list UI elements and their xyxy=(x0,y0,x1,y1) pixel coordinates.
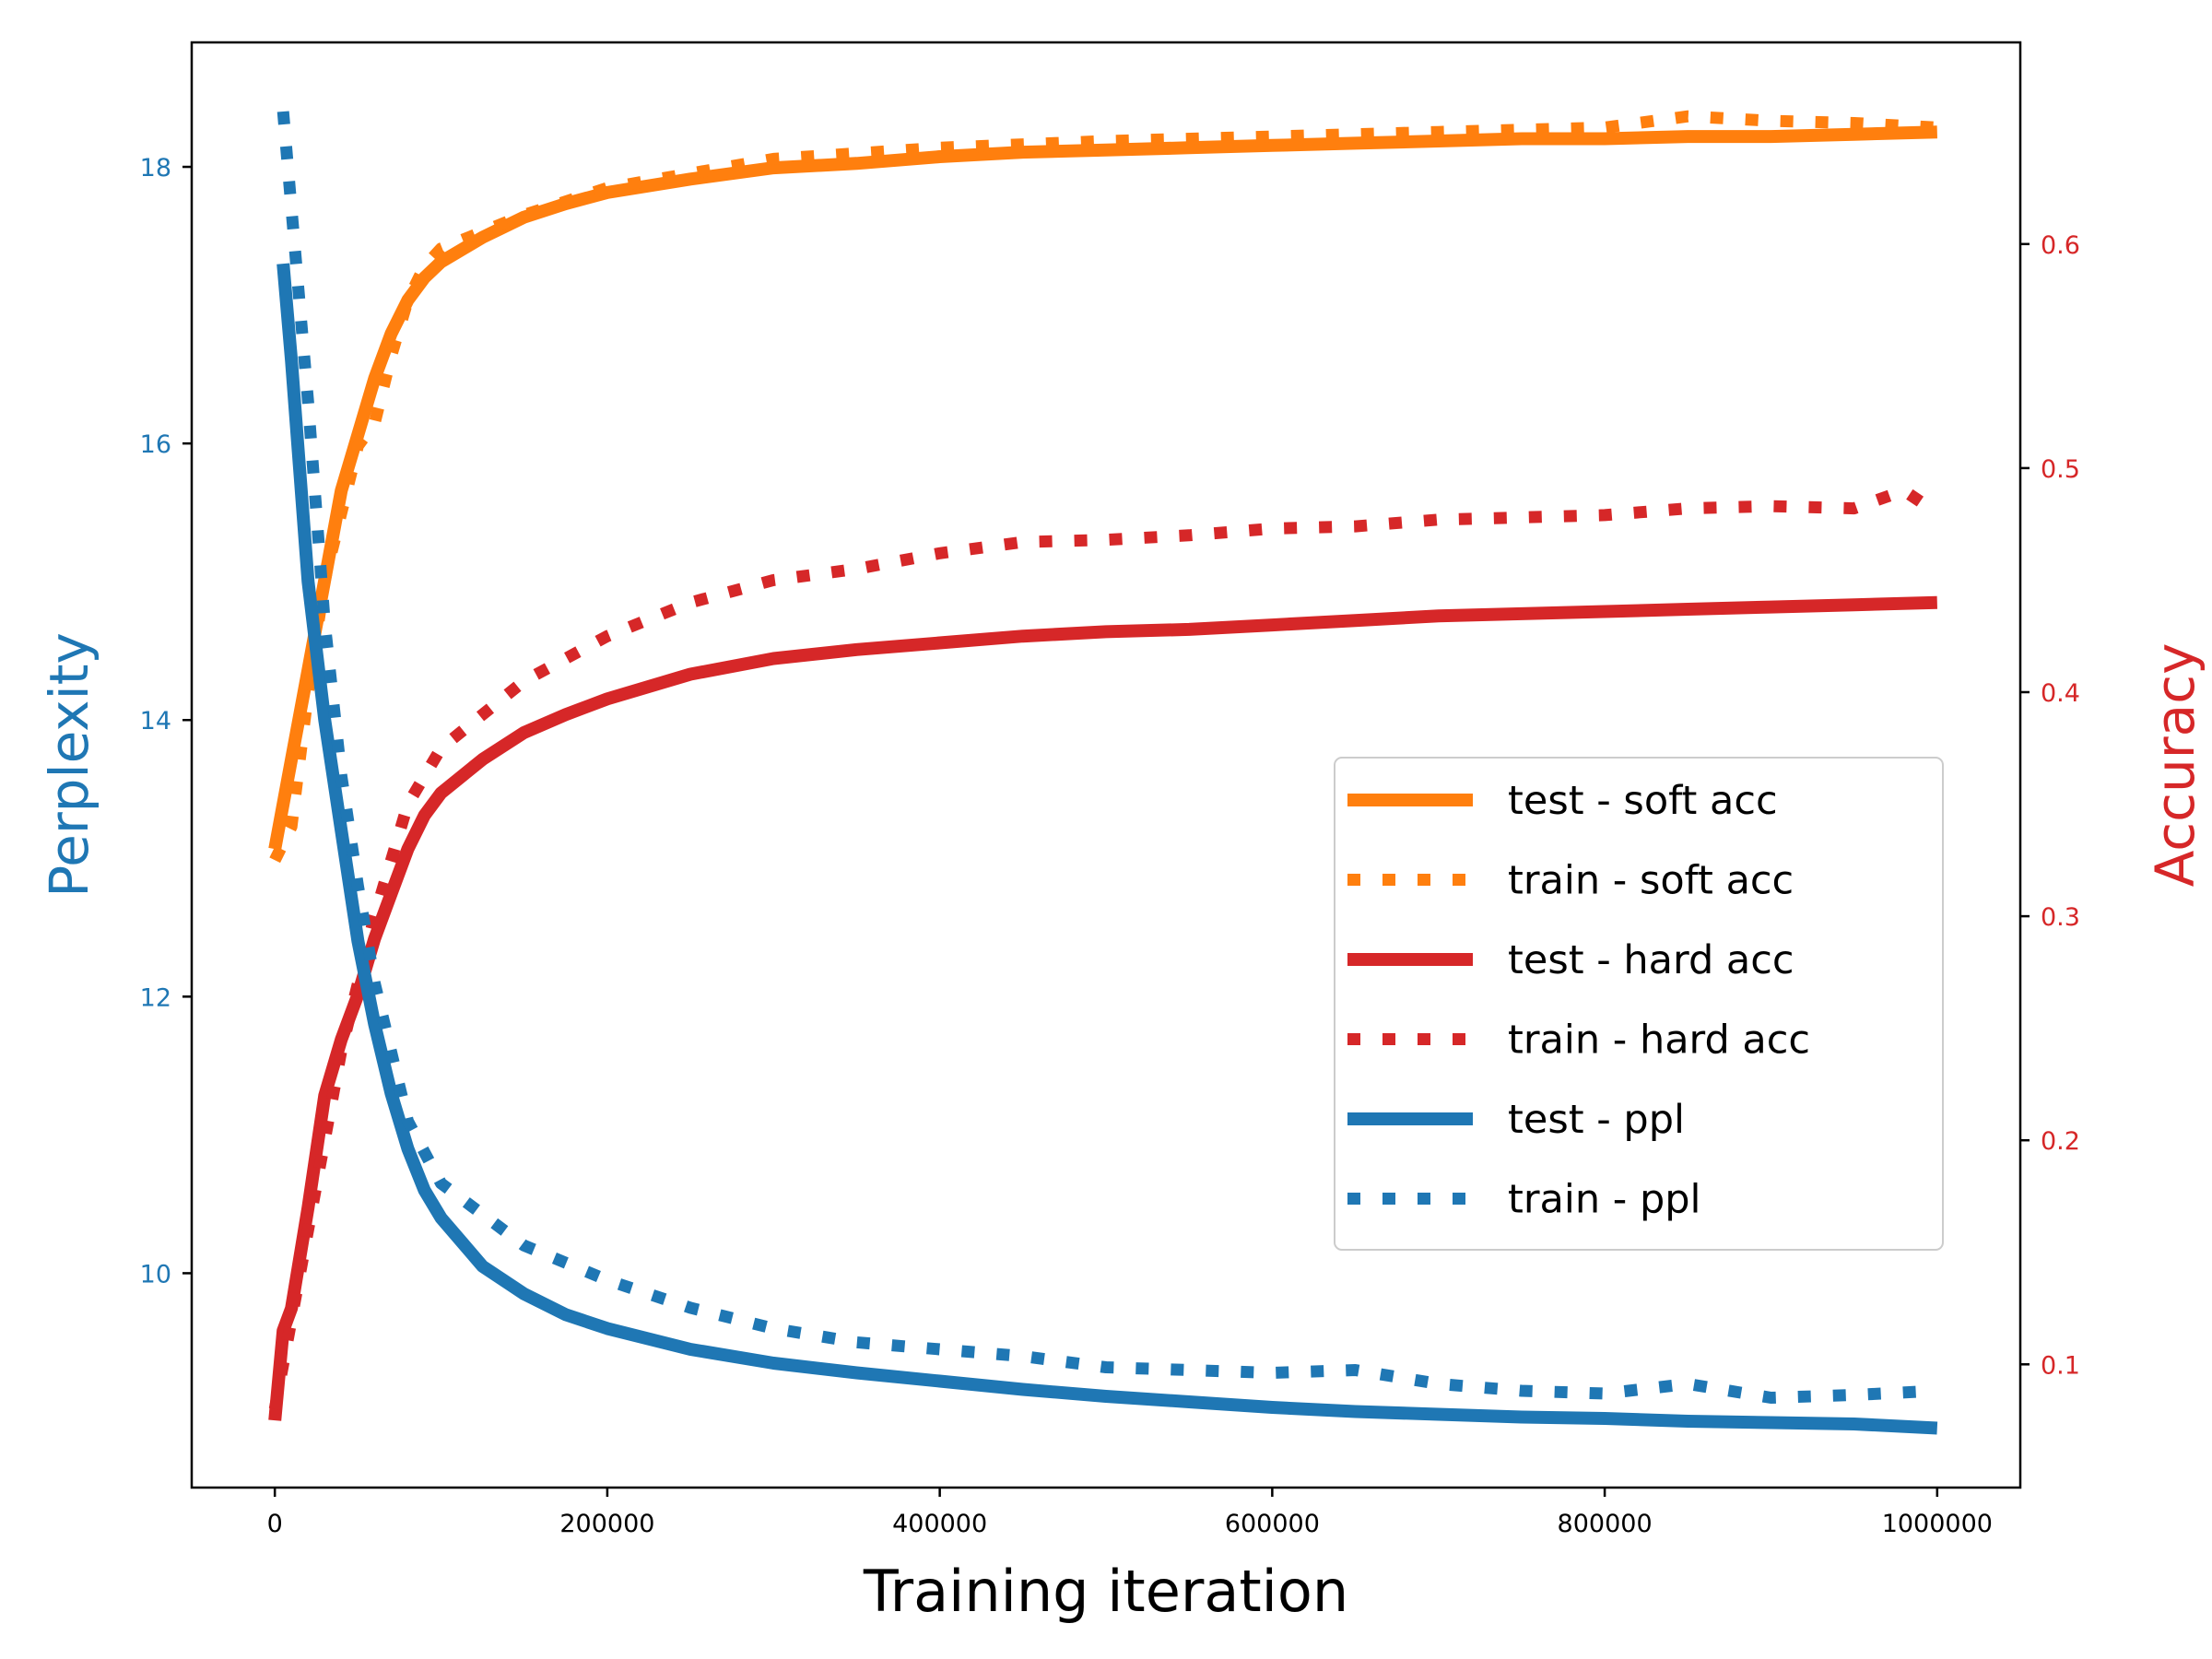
legend-label: train - ppl xyxy=(1508,1177,1700,1223)
series-line-train-ppl xyxy=(276,111,1938,1404)
left-y-axis: 10 12 14 16 18 xyxy=(140,154,192,1288)
right-axis-title: Accuracy xyxy=(2144,643,2206,888)
x-tick-label: 0 xyxy=(267,1510,283,1538)
right-y-tick-label: 0.3 xyxy=(2041,903,2080,932)
legend-entries: test - soft acc train - soft acc test - ha… xyxy=(1347,778,1810,1223)
legend-label: train - soft acc xyxy=(1508,858,1794,904)
left-y-tick-label: 18 xyxy=(140,154,171,182)
x-tick-label: 400000 xyxy=(892,1510,987,1538)
legend-box xyxy=(1334,757,1944,1251)
legend-label: test - ppl xyxy=(1508,1097,1685,1143)
left-y-tick-label: 16 xyxy=(140,430,171,459)
x-axis: 0 200000 400000 600000 800000 1000000 xyxy=(267,1488,1993,1538)
series-line-test-soft-acc xyxy=(268,125,1937,851)
right-y-tick-label: 0.5 xyxy=(2041,455,2080,484)
series-line-test-hard-acc xyxy=(268,595,1937,1421)
left-axis-title: Perplexity xyxy=(38,632,100,898)
x-tick-label: 800000 xyxy=(1558,1510,1653,1538)
legend-label: train - hard acc xyxy=(1508,1018,1810,1064)
x-tick-label: 1000000 xyxy=(1882,1510,1993,1538)
left-y-tick-label: 12 xyxy=(140,983,171,1012)
x-tick-label: 600000 xyxy=(1225,1510,1320,1538)
legend-label: test - hard acc xyxy=(1508,937,1794,983)
right-y-tick-label: 0.2 xyxy=(2041,1127,2080,1156)
legend-label: test - soft acc xyxy=(1508,778,1778,824)
left-y-tick-label: 10 xyxy=(140,1260,171,1288)
x-axis-title: Training iteration xyxy=(863,1558,1348,1625)
x-tick-label: 200000 xyxy=(559,1510,654,1538)
plot-area-frame xyxy=(190,41,2022,1489)
right-y-tick-label: 0.1 xyxy=(2041,1351,2080,1380)
legend: test - soft acc train - soft acc test - ha… xyxy=(1334,757,1944,1251)
left-y-tick-label: 14 xyxy=(140,707,171,735)
right-y-axis: 0.1 0.2 0.3 0.4 0.5 0.6 xyxy=(2020,231,2080,1380)
right-y-tick-label: 0.4 xyxy=(2041,679,2080,708)
right-y-tick-label: 0.6 xyxy=(2041,231,2080,260)
series-layer xyxy=(268,110,1941,1435)
series-line-test-ppl xyxy=(276,263,1938,1435)
